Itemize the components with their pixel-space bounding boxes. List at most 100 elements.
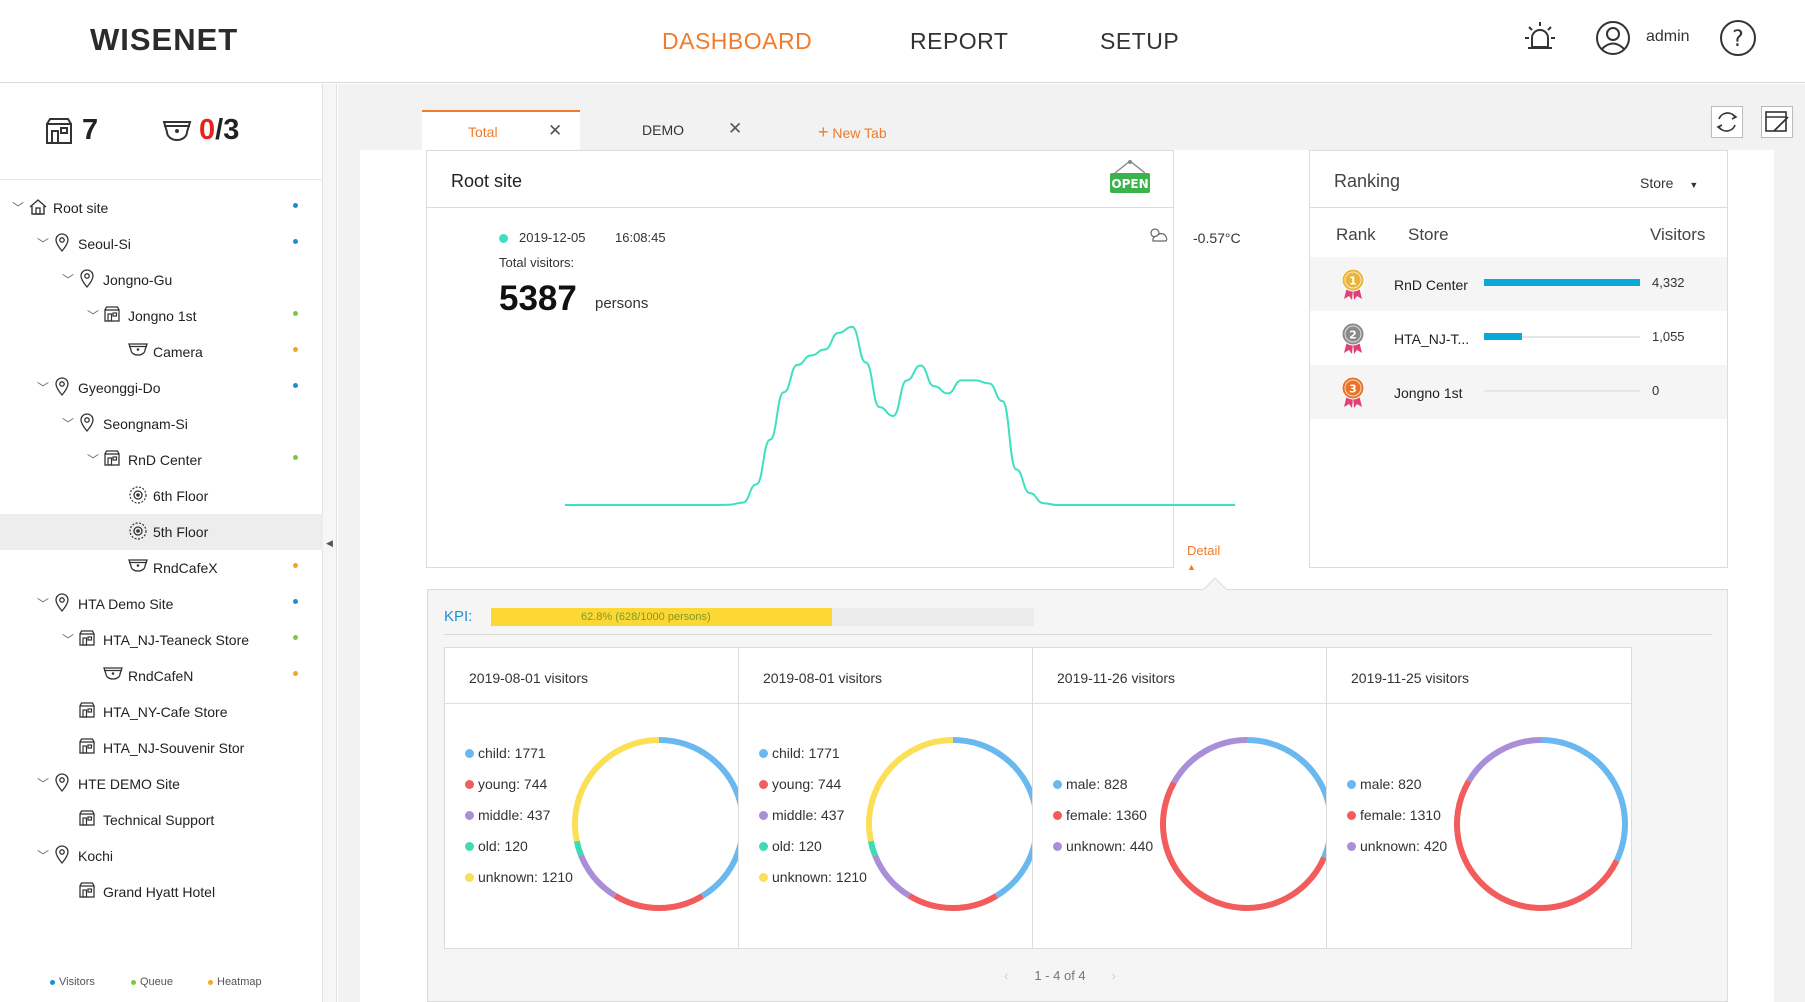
chevron-down-icon[interactable]: ﹀	[37, 777, 50, 791]
username[interactable]: admin	[1646, 28, 1690, 45]
next-page-icon[interactable]: ›	[1111, 968, 1116, 983]
tree-item[interactable]: ﹀ HTA_NJ-Teaneck Store	[0, 622, 323, 658]
alarm-icon[interactable]	[1523, 18, 1557, 63]
tree-item[interactable]: HTA_NJ-Souvenir Stor	[0, 730, 323, 766]
medal-icon: 2	[1340, 321, 1366, 360]
tree-item[interactable]: ﹀ Jongno 1st	[0, 298, 323, 334]
donut-legend-item: unknown: 1210	[759, 869, 867, 885]
tree-item[interactable]: ﹀ Kochi	[0, 838, 323, 874]
rank-visitors: 1,055	[1652, 329, 1685, 344]
wisenet-logo[interactable]: WISENET	[90, 22, 239, 57]
donut-legend-item: male: 828	[1053, 776, 1127, 792]
rank-visitors: 4,332	[1652, 275, 1685, 290]
chevron-down-icon[interactable]: ﹀	[62, 633, 75, 647]
tree-item[interactable]: 5th Floor	[0, 514, 323, 550]
tree-item-label: Technical Support	[103, 812, 215, 828]
chevron-down-icon[interactable]: ﹀	[62, 273, 75, 287]
donut-card-title: 2019-11-26 visitors	[1057, 670, 1176, 686]
status-dot	[293, 455, 298, 460]
chevron-down-icon[interactable]: ﹀	[37, 237, 50, 251]
pin-icon	[53, 773, 71, 796]
status-dot	[293, 635, 298, 640]
nav-setup[interactable]: SETUP	[1100, 28, 1180, 54]
rank-store-name: Jongno 1st	[1394, 385, 1463, 401]
donut-legend-item: unknown: 440	[1053, 838, 1153, 854]
sidebar-collapse-handle[interactable]: ◀	[323, 84, 337, 1002]
chevron-down-icon[interactable]: ﹀	[62, 417, 75, 431]
chevron-down-icon[interactable]: ﹀	[87, 309, 100, 323]
help-icon[interactable]: ?	[1718, 18, 1758, 63]
tab-demo[interactable]: DEMO ✕	[580, 110, 760, 150]
tree-item[interactable]: ﹀ Seoul-Si	[0, 226, 323, 262]
chevron-down-icon[interactable]: ﹀	[37, 849, 50, 863]
tree-item-label: RnD Center	[128, 452, 202, 468]
chevron-down-icon[interactable]: ﹀	[37, 597, 50, 611]
donut-legend-item: unknown: 1210	[465, 869, 573, 885]
tree-item[interactable]: ﹀ Jongno-Gu	[0, 262, 323, 298]
live-status-dot	[499, 234, 508, 243]
close-icon[interactable]: ✕	[548, 121, 563, 140]
ranking-row[interactable]: 1 RnD Center 4,332	[1310, 257, 1727, 311]
store-icon	[103, 449, 121, 470]
tree-item[interactable]: Technical Support	[0, 802, 323, 838]
svg-text:?: ?	[1732, 27, 1744, 52]
nav-report[interactable]: REPORT	[910, 28, 1009, 54]
pager: ‹ 1 - 4 of 4 ›	[978, 968, 1142, 983]
store-count: 7	[82, 114, 99, 146]
ranking-filter-select[interactable]: Store ▼	[1640, 175, 1698, 191]
tree-item-label: HTE DEMO Site	[78, 776, 180, 792]
ranking-row[interactable]: 2 HTA_NJ-T... 1,055	[1310, 311, 1727, 365]
prev-page-icon[interactable]: ‹	[1004, 968, 1009, 983]
ranking-row[interactable]: 3 Jongno 1st 0	[1310, 365, 1727, 419]
status-dot	[293, 347, 298, 352]
donut-slice	[573, 840, 584, 857]
donut-slice	[1171, 737, 1248, 784]
header: WISENET DASHBOARD REPORT SETUP admin ?	[0, 0, 1805, 83]
tree-item[interactable]: Camera	[0, 334, 323, 370]
donut-slice	[907, 893, 998, 911]
store-icon	[78, 881, 96, 902]
donut-chart	[866, 737, 1040, 911]
detail-toggle[interactable]: Detail ▲	[1187, 543, 1220, 573]
new-tab-button[interactable]: + New Tab	[818, 122, 887, 143]
tree-item[interactable]: HTA_NY-Cafe Store	[0, 694, 323, 730]
camera-icon	[128, 557, 148, 576]
chevron-down-icon[interactable]: ﹀	[37, 381, 50, 395]
close-icon[interactable]: ✕	[728, 119, 743, 138]
tree-item[interactable]: RndCafeN	[0, 658, 323, 694]
tree-item[interactable]: ﹀ RnD Center	[0, 442, 323, 478]
nav-dashboard[interactable]: DASHBOARD	[662, 28, 813, 54]
chevron-down-icon[interactable]: ﹀	[12, 201, 25, 215]
tab-total[interactable]: Total ✕	[422, 110, 580, 150]
visitors-line-chart	[564, 325, 1235, 506]
detail-label: Detail	[1187, 543, 1221, 558]
user-icon[interactable]	[1594, 18, 1632, 63]
tree-item[interactable]: ﹀ Seongnam-Si	[0, 406, 323, 442]
pin-icon	[78, 413, 96, 436]
tree-item[interactable]: ﹀ Gyeonggi-Do	[0, 370, 323, 406]
refresh-button[interactable]	[1711, 106, 1743, 138]
medal-icon: 1	[1340, 267, 1366, 306]
edit-layout-button[interactable]	[1761, 106, 1793, 138]
tree-item[interactable]: ﹀ HTE DEMO Site	[0, 766, 323, 802]
donut-legend-item: old: 120	[465, 838, 528, 854]
tree-item[interactable]: ﹀ HTA Demo Site	[0, 586, 323, 622]
ranking-card: Ranking Store ▼ Rank Store Visitors 1 RnD…	[1309, 150, 1728, 568]
rank-bar-track	[1484, 390, 1640, 392]
store-icon	[103, 305, 121, 326]
rank-store-name: HTA_NJ-T...	[1394, 331, 1470, 347]
tree-item[interactable]: ﹀ Root site	[0, 190, 323, 226]
donut-slice	[1454, 779, 1620, 911]
tree-item[interactable]: 6th Floor	[0, 478, 323, 514]
status-dot	[293, 311, 298, 316]
legend-queue: Queue	[131, 976, 173, 988]
donut-slice	[613, 893, 704, 911]
camera-total-count: /3	[215, 114, 240, 146]
pin-icon	[53, 233, 71, 256]
pager-text: 1 - 4 of 4	[1034, 968, 1086, 983]
tree-item[interactable]: RndCafeX	[0, 550, 323, 586]
refresh-icon	[1716, 112, 1738, 132]
tree-item[interactable]: Grand Hyatt Hotel	[0, 874, 323, 910]
tree-item-label: HTA Demo Site	[78, 596, 174, 612]
chevron-down-icon[interactable]: ﹀	[87, 453, 100, 467]
